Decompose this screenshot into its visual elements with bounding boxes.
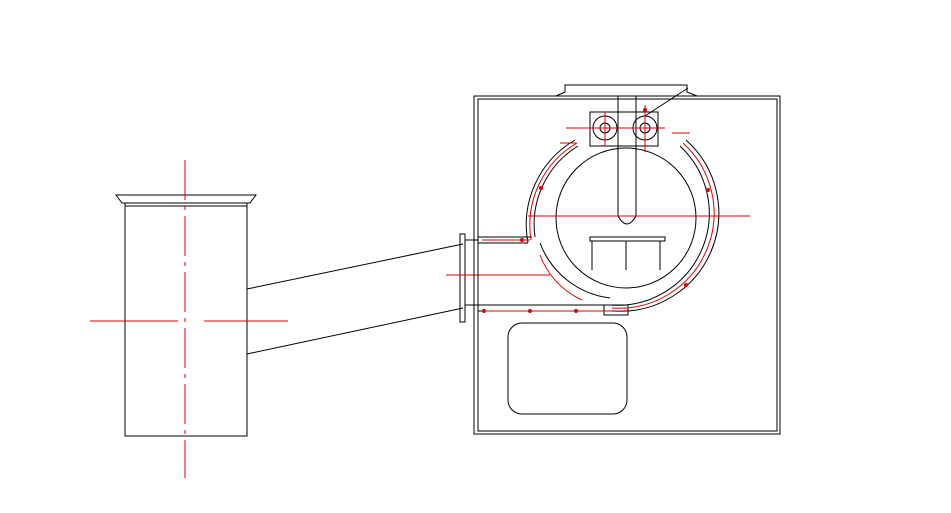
left-cylinder	[90, 160, 288, 478]
red-flow-lines	[482, 105, 750, 313]
connecting-pipe	[246, 233, 550, 355]
right-housing	[473, 84, 781, 435]
